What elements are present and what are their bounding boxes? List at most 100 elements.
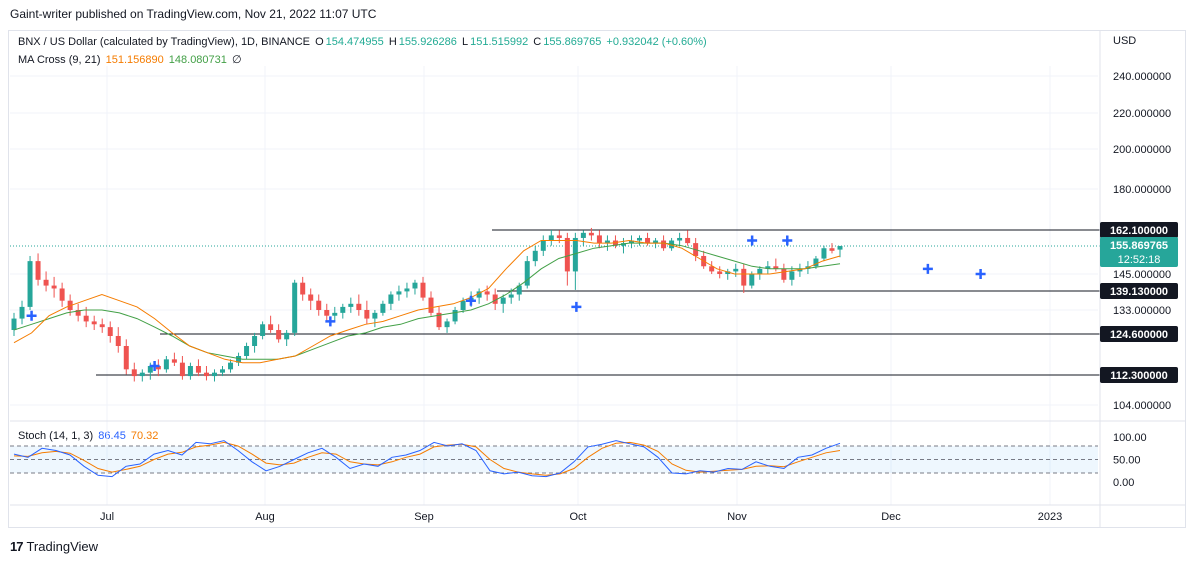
time-tick-label-6: 2023	[1038, 511, 1062, 523]
candle-body-59	[484, 291, 490, 295]
stoch-d-line	[13, 441, 841, 476]
price-tick-label-5: 133.000000	[1113, 305, 1171, 317]
candle-body-3	[35, 261, 41, 280]
tradingview-brand[interactable]: 17 TradingView	[10, 539, 98, 554]
candle-body-54	[444, 321, 450, 328]
current-price-tag-bg	[1100, 237, 1178, 267]
level-tag-2-bg	[1100, 326, 1178, 342]
crossover-marker-4	[571, 301, 582, 312]
candle-body-12	[107, 327, 113, 336]
crossover-marker-2	[325, 316, 336, 327]
candle-body-19	[163, 359, 169, 370]
candle-body-20	[171, 359, 177, 363]
crossover-markers	[26, 235, 986, 371]
candle-body-8	[75, 310, 81, 316]
stoch-k-line	[13, 440, 841, 478]
candle-body-90	[733, 268, 739, 272]
candle-body-102	[829, 248, 835, 251]
candle-body-92	[749, 274, 755, 286]
candle-body-103	[837, 246, 843, 250]
candle-body-81	[661, 240, 667, 249]
candle-body-40	[332, 312, 338, 316]
low-label: L	[461, 36, 469, 48]
time-tick-label-5: Dec	[881, 511, 901, 523]
price-tick-label-0: 240.000000	[1113, 71, 1171, 83]
candle-body-84	[685, 237, 691, 244]
candle-body-100	[813, 258, 819, 267]
time-tick-label-0: Jul	[100, 511, 114, 523]
crossover-marker-0	[26, 310, 37, 321]
high-value: 155.926286	[398, 36, 457, 48]
candle-body-65	[532, 250, 538, 262]
symbol-title[interactable]: BNX / US Dollar (calculated by TradingVi…	[18, 36, 311, 48]
level-tag-0: 162.100000	[1110, 225, 1168, 237]
brand-name: TradingView	[26, 539, 99, 554]
candle-body-73	[596, 235, 602, 244]
stoch-k-value: 86.45	[98, 430, 126, 442]
stochastic-lines	[13, 440, 841, 478]
candle-body-17	[147, 366, 153, 373]
candle-body-97	[789, 271, 795, 280]
time-tick-label-4: Nov	[727, 511, 747, 523]
crossover-marker-8	[975, 269, 986, 279]
candle-body-14	[123, 346, 129, 370]
stoch-tick-label-1: 50.00	[1113, 455, 1141, 467]
candle-body-62	[508, 294, 514, 298]
symbol-legend: BNX / US Dollar (calculated by TradingVi…	[18, 36, 709, 48]
candle-body-49	[404, 288, 410, 292]
candle-body-98	[797, 268, 803, 272]
candle-body-36	[300, 282, 306, 295]
candlesticks	[11, 227, 843, 382]
candle-body-51	[420, 282, 426, 298]
candle-body-21	[179, 362, 185, 377]
candle-body-70	[572, 237, 578, 272]
price-tick-label-3: 180.000000	[1113, 184, 1171, 196]
change-value: +0.932042 (+0.60%)	[606, 36, 707, 48]
support-resistance-lines	[10, 229, 1100, 376]
candle-body-95	[773, 266, 779, 269]
candle-body-101	[821, 248, 827, 259]
candle-body-2	[27, 261, 33, 307]
time-tick-label-2: Sep	[414, 511, 434, 523]
ma-extra-value: ∅	[231, 54, 242, 66]
crossover-marker-1	[149, 361, 160, 371]
ma-slow-line	[13, 242, 841, 360]
candle-body-33	[276, 330, 282, 340]
stoch-title[interactable]: Stoch (14, 1, 3)	[18, 430, 94, 442]
close-label: C	[533, 36, 542, 48]
candle-body-30	[252, 336, 258, 346]
candle-body-23	[195, 366, 201, 373]
candle-body-37	[308, 294, 314, 301]
candle-body-91	[741, 268, 747, 286]
candle-body-22	[187, 366, 193, 377]
candle-body-25	[211, 372, 217, 377]
candle-body-45	[372, 312, 378, 319]
candle-body-80	[653, 240, 659, 244]
candle-body-60	[492, 294, 498, 304]
crossover-marker-3	[465, 295, 476, 306]
candle-body-42	[348, 303, 354, 307]
ma-fast-line	[13, 239, 841, 364]
candle-body-48	[396, 291, 402, 295]
candle-body-68	[556, 235, 562, 238]
stoch-tick-label-2: 0.00	[1113, 477, 1134, 489]
candle-body-38	[316, 300, 322, 310]
high-label: H	[388, 36, 397, 48]
candle-body-63	[516, 285, 522, 295]
candle-body-41	[340, 306, 346, 313]
candle-body-87	[709, 266, 715, 272]
crossover-marker-6	[782, 235, 793, 246]
price-tick-label-6: 104.000000	[1113, 400, 1171, 412]
currency-label[interactable]: USD	[1113, 35, 1137, 47]
ma-title[interactable]: MA Cross (9, 21)	[18, 54, 101, 66]
candle-body-93	[757, 268, 763, 274]
countdown-tag: 12:52:18	[1118, 254, 1161, 266]
current-price-tag: 155.869765	[1110, 240, 1168, 252]
candle-body-0	[11, 318, 17, 330]
open-label: O	[315, 36, 324, 48]
candle-body-75	[612, 240, 618, 246]
level-tag-0-bg	[1100, 222, 1178, 238]
price-tick-label-1: 220.000000	[1113, 108, 1171, 120]
stoch-legend: Stoch (14, 1, 3) 86.45 70.32	[18, 430, 160, 442]
